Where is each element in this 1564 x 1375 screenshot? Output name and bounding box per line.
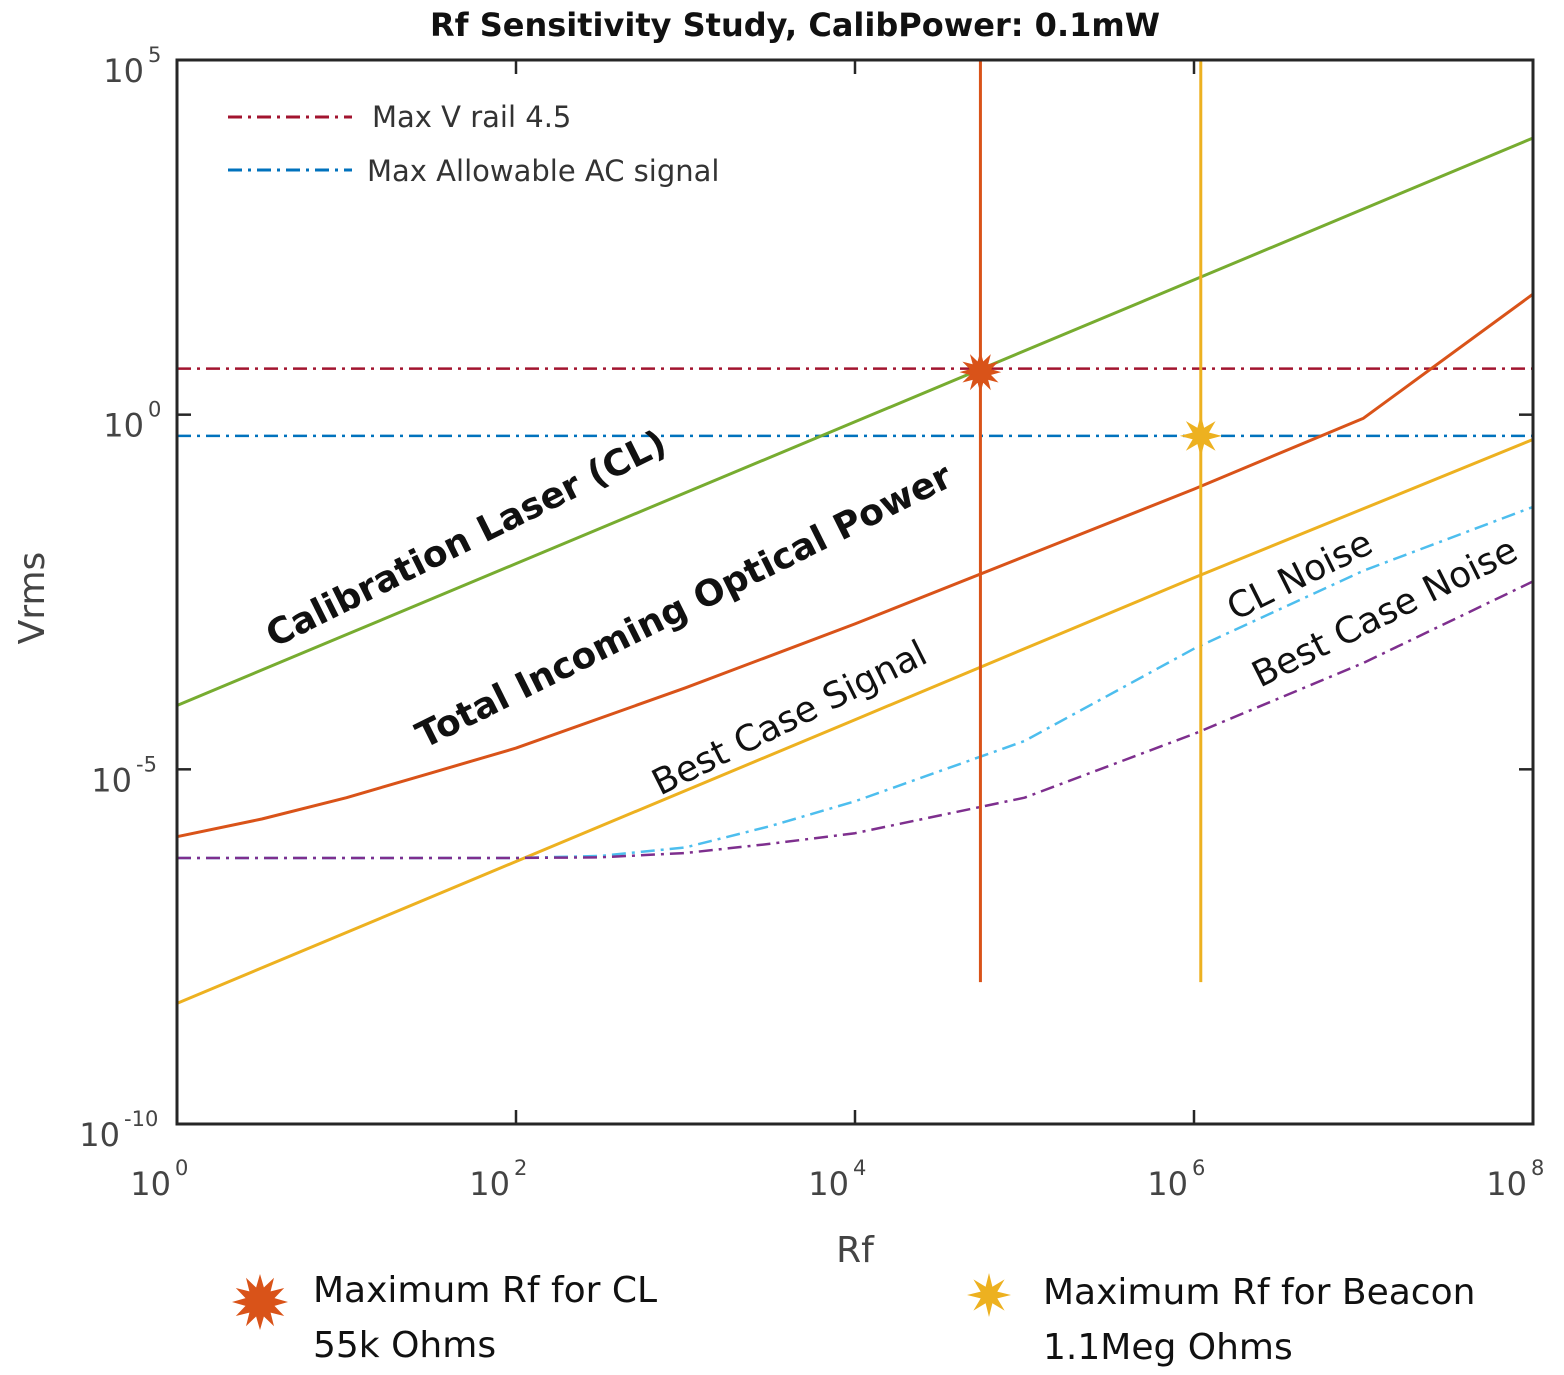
x-tick-label-base: 10 [1147, 1165, 1188, 1203]
y-tick-label-base: 10 [103, 52, 144, 90]
marker-legend-cl-star-shape [232, 1274, 288, 1330]
marker-legend: Maximum Rf for CL 55k Ohms Maximum Rf fo… [232, 1270, 1475, 1368]
marker-maximum-rf-for-cl [959, 351, 1002, 393]
marker-legend-beacon-line1: Maximum Rf for Beacon [1043, 1272, 1475, 1313]
x-tick-label-exp: 8 [1531, 1156, 1544, 1180]
y-tick-label-base: 10 [91, 761, 132, 799]
series-line-calibration-laser-cl [176, 136, 1534, 707]
x-tick-label-exp: 6 [1192, 1156, 1205, 1180]
x-tick-label-base: 10 [130, 1165, 171, 1203]
plot-lines [176, 60, 1534, 1005]
x-axis-label: Rf [836, 1230, 875, 1271]
series-line-total-incoming-optical-power [176, 292, 1534, 839]
y-tick-label-exp: 5 [148, 43, 161, 67]
chart-title: Rf Sensitivity Study, CalibPower: 0.1mW [430, 6, 1160, 44]
plot-markers [959, 351, 1222, 457]
y-tick-label-base: 10 [103, 407, 144, 445]
x-tick-label-base: 10 [808, 1165, 849, 1203]
y-tick-label-exp: -10 [124, 1107, 158, 1131]
tick-labels: 10 0 10 2 10 4 10 6 10 810 510 010 -510 -10 [79, 43, 1544, 1203]
legend: Max V rail 4.5 Max Allowable AC signal [228, 100, 719, 188]
x-tick-label-exp: 2 [514, 1156, 527, 1180]
y-tick-label-exp: 0 [148, 398, 161, 422]
legend-label-max-v-rail: Max V rail 4.5 [372, 100, 571, 134]
axis-ticks [177, 60, 1533, 1124]
y-axis-label: Vrms [12, 552, 53, 645]
marker-legend-cl-line1: Maximum Rf for CL [313, 1270, 657, 1311]
series-line-best-case-signal [176, 438, 1534, 1005]
curve-annotations: Calibration Laser (CL) Total Incoming Op… [260, 422, 1524, 804]
x-tick-label-exp: 4 [853, 1156, 866, 1180]
marker-legend-cl-line2: 55k Ohms [313, 1325, 496, 1366]
marker-legend-cl-star [232, 1274, 288, 1330]
marker-legend-beacon-star [967, 1273, 1011, 1317]
marker-legend-beacon-star-shape [967, 1273, 1011, 1317]
y-tick-label-exp: -5 [136, 752, 157, 776]
legend-label-max-ac: Max Allowable AC signal [367, 154, 719, 188]
x-tick-label-exp: 0 [175, 1156, 188, 1180]
x-tick-label-base: 10 [469, 1165, 510, 1203]
marker-maximum-rf-for-beacon [1179, 414, 1222, 457]
annotation-best-case-signal: Best Case Signal [646, 633, 934, 804]
marker-legend-beacon-line2: 1.1Meg Ohms [1043, 1327, 1293, 1368]
y-tick-label-base: 10 [79, 1116, 120, 1154]
x-tick-label-base: 10 [1486, 1165, 1527, 1203]
series-line-best-case-noise [177, 580, 1534, 860]
annotation-best-case-noise: Best Case Noise [1246, 530, 1524, 696]
